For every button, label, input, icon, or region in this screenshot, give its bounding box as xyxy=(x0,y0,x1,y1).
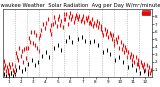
Legend:  xyxy=(142,10,150,15)
Title: Milwaukee Weather  Solar Radiation  Avg per Day W/m²/minute: Milwaukee Weather Solar Radiation Avg pe… xyxy=(0,3,160,8)
